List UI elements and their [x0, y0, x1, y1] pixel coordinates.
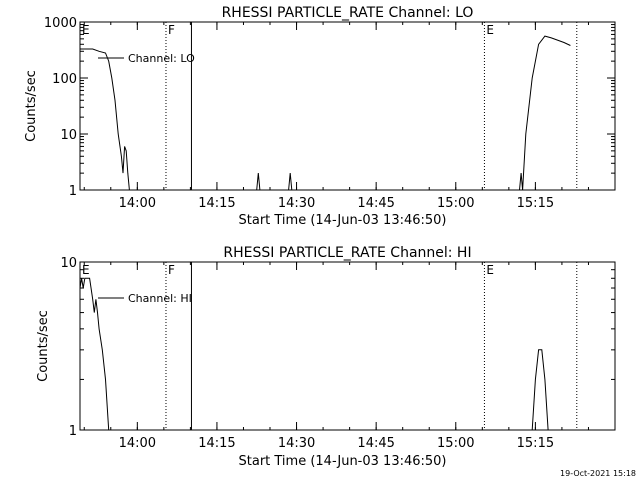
chart-lo: RHESSI PARTICLE_RATE Channel: LO 14:00 14:…: [24, 5, 616, 228]
y-tick-label: 1000: [44, 16, 77, 31]
series-line: [531, 349, 549, 431]
marker-label: E: [486, 23, 494, 37]
x-tick-label: 14:00: [119, 436, 156, 451]
y-axis-label: Counts/sec: [36, 310, 51, 382]
x-tick-label: 14:15: [198, 436, 235, 451]
y-axis-label: Counts/sec: [24, 70, 39, 142]
chart-hi: RHESSI PARTICLE_RATE Channel: HI 14:00 14:…: [36, 245, 616, 469]
x-tick-label: 14:00: [119, 196, 156, 211]
series-line: [519, 35, 571, 191]
x-axis-label: Start Time (14-Jun-03 13:46:50): [239, 213, 447, 228]
legend-label: Channel: HI: [128, 292, 192, 305]
plot-frame: [79, 21, 616, 191]
x-tick-label: 14:15: [198, 196, 235, 211]
x-tick-label: 15:15: [517, 196, 554, 211]
x-axis-label: Start Time (14-Jun-03 13:46:50): [239, 454, 447, 469]
x-tick-label: 14:45: [357, 436, 394, 451]
y-tick-label: 1: [69, 184, 77, 199]
footer-timestamp: 19-Oct-2021 15:18: [560, 469, 636, 478]
plot-frame: [79, 261, 616, 431]
marker-label: E: [82, 23, 90, 37]
x-tick-label: 14:45: [357, 196, 394, 211]
y-tick-label: 100: [52, 72, 77, 87]
marker-label: E: [486, 263, 494, 277]
x-tick-label: 15:00: [437, 196, 474, 211]
legend-label: Channel: LO: [128, 52, 195, 65]
y-tick-label: 10: [60, 128, 77, 143]
series-line: [256, 173, 261, 191]
x-tick-label: 14:30: [278, 436, 315, 451]
x-tick-label: 15:15: [517, 436, 554, 451]
marker-label: F: [168, 263, 175, 277]
series-line: [80, 48, 130, 191]
y-tick-label: 10: [60, 256, 77, 271]
x-tick-label: 14:30: [278, 196, 315, 211]
marker-label: F: [168, 23, 175, 37]
series-line: [79, 277, 110, 431]
x-tick-label: 15:00: [437, 436, 474, 451]
chart-title: RHESSI PARTICLE_RATE Channel: LO: [222, 5, 474, 21]
chart-title: RHESSI PARTICLE_RATE Channel: HI: [223, 245, 471, 261]
series-line: [288, 173, 293, 191]
y-tick-label: 1: [69, 424, 77, 439]
marker-label: E: [82, 263, 90, 277]
